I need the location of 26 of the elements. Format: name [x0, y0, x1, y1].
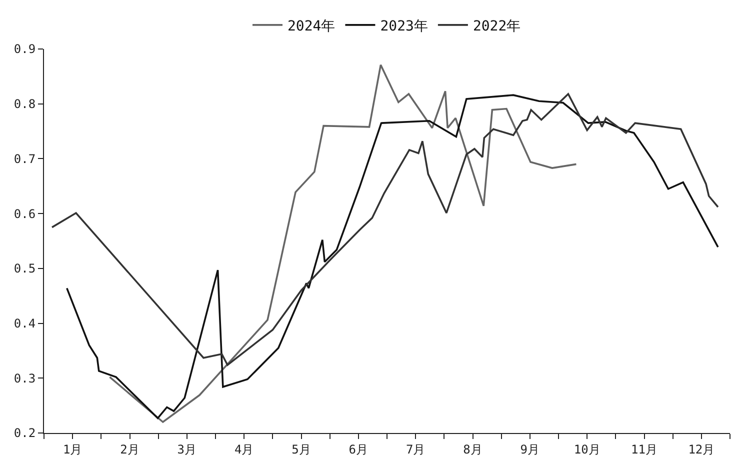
x-tick-label: 4月	[234, 442, 254, 456]
x-tick-label: 3月	[177, 442, 197, 456]
x-tick-label: 2月	[120, 442, 140, 456]
legend-label: 2023年	[380, 18, 428, 34]
y-tick-label: 0.7	[14, 152, 36, 166]
y-tick-label: 0.9	[14, 42, 36, 56]
legend-label: 2022年	[472, 18, 521, 34]
line-series	[51, 93, 719, 366]
y-tick-label: 0.8	[14, 97, 36, 112]
y-tick-label: 0.4	[14, 316, 36, 330]
line-series	[108, 64, 578, 423]
x-tick-label: 7月	[406, 442, 426, 456]
x-tick-label: 8月	[463, 442, 482, 456]
y-tick-label: 0.6	[14, 206, 36, 221]
x-tick-label: 12月	[688, 442, 715, 456]
x-tick-label: 5月	[292, 442, 311, 456]
line-series	[66, 94, 719, 420]
x-tick-label: 1月	[62, 442, 82, 456]
y-tick-label: 0.3	[14, 371, 36, 386]
x-tick-label: 6月	[348, 442, 368, 456]
x-tick-label: 11月	[631, 442, 658, 456]
y-tick-label: 0.2	[14, 426, 36, 440]
y-tick-label: 0.5	[14, 262, 36, 276]
x-tick-label: 10月	[574, 442, 600, 456]
x-tick-label: 9月	[520, 442, 540, 456]
legend-label: 2024年	[288, 18, 336, 34]
